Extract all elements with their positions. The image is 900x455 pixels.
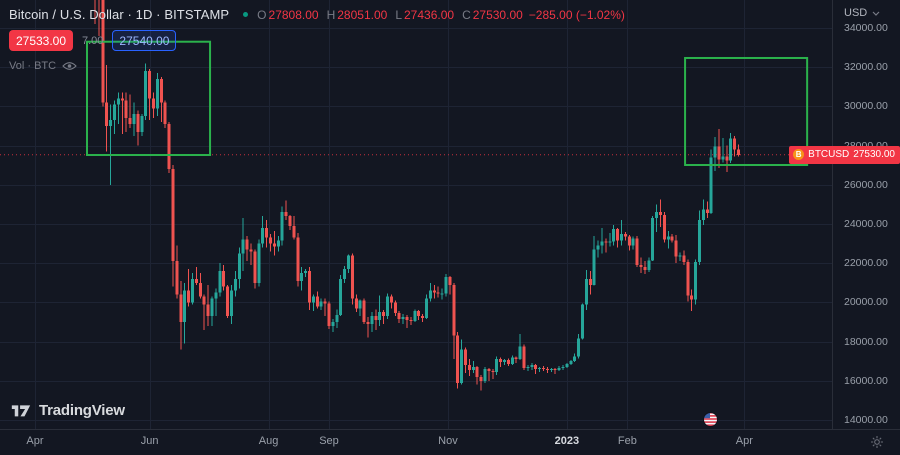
open-label: O [257,7,267,22]
price-tick-label: 34000.00 [844,22,888,34]
time-tick-label: Apr [26,435,44,447]
market-status-dot-icon [243,12,249,17]
ohlc-values: O 27808.00 H 28051.00 L 27436.00 C 27530.00 [257,8,523,22]
close-value: 27530.00 [472,7,523,22]
bitcoin-logo-icon: B [793,149,805,161]
price-label-symbol: BTCUSD [808,149,850,161]
sell-button[interactable]: 27533.00 [9,30,73,51]
time-tick-label: Nov [438,435,458,447]
high-value: 28051.00 [337,7,388,22]
symbol-title[interactable]: Bitcoin / U.S. Dollar · 1D · BITSTAMP [9,7,230,22]
price-tick-label: 24000.00 [844,218,888,230]
candlestick-chart-pane[interactable] [0,0,832,430]
change-value: −285.00 (−1.02%) [528,7,625,22]
price-axis[interactable]: USD 34000.0032000.0030000.0028000.002600… [832,0,900,430]
price-tick-label: 18000.00 [844,335,888,348]
tradingview-mark-icon [11,405,31,417]
price-tick-label: 14000.00 [844,414,888,426]
volume-indicator-label: Vol · BTC [9,60,57,72]
price-tick-label: 26000.00 [844,178,888,191]
price-tick-label: 22000.00 [844,257,888,270]
time-tick-label: Aug [258,435,279,447]
time-axis[interactable]: Apr Jun Aug Sep Nov 2023 Feb Apr [0,429,900,455]
close-label: C [462,7,471,22]
price-tick-label: 32000.00 [844,61,888,74]
grid-lines [0,0,832,430]
price-axis-currency[interactable]: USD [844,7,868,19]
open-value: 27808.00 [268,7,319,22]
time-tick-label: Jun [140,435,159,447]
time-tick-label: Sep [319,435,339,447]
axis-settings-gear-icon[interactable] [870,435,884,454]
spread-value: 7.00 [82,34,104,47]
chevron-down-icon [872,11,880,16]
time-tick-label: 2023 [554,435,580,447]
tradingview-logo-text: TradingView [39,401,125,419]
price-label-value: 27530.00 [853,149,895,161]
low-label: L [395,7,402,22]
visibility-eye-icon[interactable] [62,61,77,71]
economic-event-flag-icon[interactable] [703,412,718,432]
time-tick-label: Feb [617,435,637,447]
candles-series [94,0,740,391]
highlight-rectangle-drawing[interactable] [684,56,809,167]
price-tick-label: 30000.00 [844,100,888,113]
price-tick-label: 20000.00 [844,296,888,309]
buy-button[interactable]: 27540.00 [112,30,177,51]
time-tick-label: Apr [735,435,753,447]
low-value: 27436.00 [404,7,455,22]
last-price-label[interactable]: B BTCUSD 27530.00 [789,145,900,164]
high-label: H [326,7,336,22]
price-tick-label: 16000.00 [844,374,888,387]
tradingview-logo[interactable]: TradingView [10,401,125,419]
highlight-rectangle-drawing[interactable] [86,40,212,157]
